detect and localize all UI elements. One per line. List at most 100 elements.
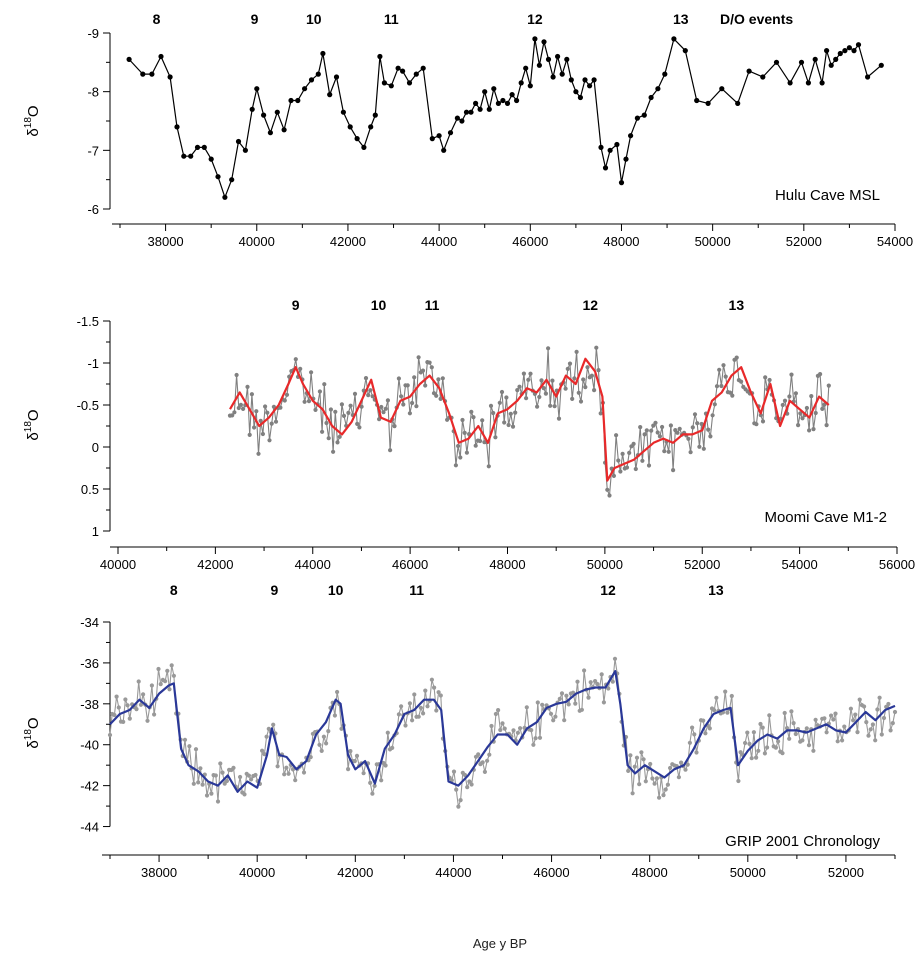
- data-point: [824, 423, 829, 428]
- data-point: [412, 692, 417, 697]
- data-point: [288, 97, 294, 104]
- data-point: [585, 365, 590, 370]
- data-point: [563, 386, 568, 391]
- x-tick-label: 42000: [197, 557, 233, 572]
- data-point: [193, 747, 199, 752]
- data-point: [372, 783, 377, 789]
- data-point: [368, 780, 373, 786]
- data-point: [388, 448, 393, 453]
- data-point: [533, 736, 538, 741]
- data-point: [165, 668, 170, 674]
- data-point: [213, 773, 218, 778]
- data-point: [497, 400, 502, 405]
- data-point: [191, 781, 196, 786]
- data-point: [454, 115, 460, 121]
- data-point: [559, 691, 565, 696]
- data-point: [703, 731, 708, 736]
- data-point: [196, 780, 201, 785]
- x-tick-label: 50000: [587, 557, 623, 572]
- x-tick-label: 54000: [782, 557, 818, 572]
- data-point: [655, 430, 660, 435]
- x-tick-label: 44000: [295, 557, 331, 572]
- data-point: [671, 36, 677, 42]
- data-point: [573, 89, 579, 95]
- data-point: [253, 772, 258, 778]
- data-point: [596, 368, 601, 373]
- data-point: [381, 80, 387, 86]
- series-line-raw: [109, 658, 896, 808]
- data-point: [543, 391, 549, 396]
- data-point: [666, 449, 671, 454]
- data-point: [134, 707, 139, 712]
- x-tick-label: 48000: [489, 557, 525, 572]
- data-point: [640, 458, 645, 463]
- data-point: [773, 59, 780, 65]
- data-point: [324, 741, 329, 746]
- data-point: [805, 80, 812, 86]
- panel-grip-2001: -34 -36 -38 -40 -42 -44 38000 40000 42000 44000 46…: [23, 582, 898, 880]
- data-point: [281, 127, 287, 133]
- data-point: [354, 136, 360, 142]
- data-point: [745, 730, 750, 735]
- data-point: [471, 415, 476, 420]
- data-point: [504, 100, 511, 106]
- event-label: 8: [170, 582, 178, 598]
- data-point: [346, 767, 351, 772]
- data-point: [767, 377, 772, 383]
- data-point: [388, 83, 394, 89]
- data-point: [760, 419, 766, 424]
- data-point: [326, 729, 331, 734]
- data-point: [265, 410, 270, 415]
- data-point: [486, 106, 492, 112]
- data-point: [377, 53, 383, 60]
- data-point: [665, 782, 671, 787]
- data-point: [513, 410, 518, 415]
- data-point: [286, 771, 291, 776]
- data-point: [485, 758, 490, 763]
- data-point: [352, 759, 357, 764]
- y-tick-label: -7: [87, 143, 99, 158]
- data-point: [618, 180, 625, 186]
- panel-title: Moomi Cave M1-2: [764, 509, 887, 526]
- data-point: [641, 112, 647, 118]
- data-point: [418, 705, 423, 711]
- data-point: [607, 493, 612, 498]
- data-point: [493, 435, 498, 440]
- data-point: [510, 424, 516, 429]
- data-point: [308, 755, 313, 760]
- data-point: [249, 777, 254, 782]
- data-point: [531, 742, 536, 747]
- data-point: [496, 708, 501, 713]
- data-point: [332, 713, 337, 718]
- data-point: [723, 374, 728, 379]
- data-point: [215, 174, 221, 180]
- data-point: [149, 71, 155, 77]
- data-point: [181, 153, 187, 159]
- data-point: [650, 776, 655, 781]
- data-point: [340, 109, 346, 115]
- data-point: [493, 711, 498, 717]
- data-point: [529, 728, 534, 733]
- data-point: [677, 426, 682, 431]
- data-point: [857, 697, 862, 702]
- data-point: [721, 363, 726, 368]
- data-point: [767, 713, 772, 718]
- data-point: [528, 371, 533, 376]
- data-point: [355, 421, 360, 426]
- data-point: [855, 730, 860, 735]
- data-point: [610, 679, 615, 684]
- data-point: [266, 726, 271, 732]
- data-point: [787, 394, 792, 399]
- data-point: [508, 411, 513, 416]
- data-point: [174, 124, 180, 130]
- data-point: [642, 432, 647, 437]
- data-point: [639, 750, 644, 755]
- data-point: [309, 370, 314, 375]
- data-point: [339, 726, 344, 731]
- data-point: [758, 413, 763, 418]
- y-tick-label: -1.5: [77, 314, 99, 329]
- data-point: [793, 391, 799, 396]
- data-point: [459, 118, 465, 124]
- data-point: [568, 77, 574, 83]
